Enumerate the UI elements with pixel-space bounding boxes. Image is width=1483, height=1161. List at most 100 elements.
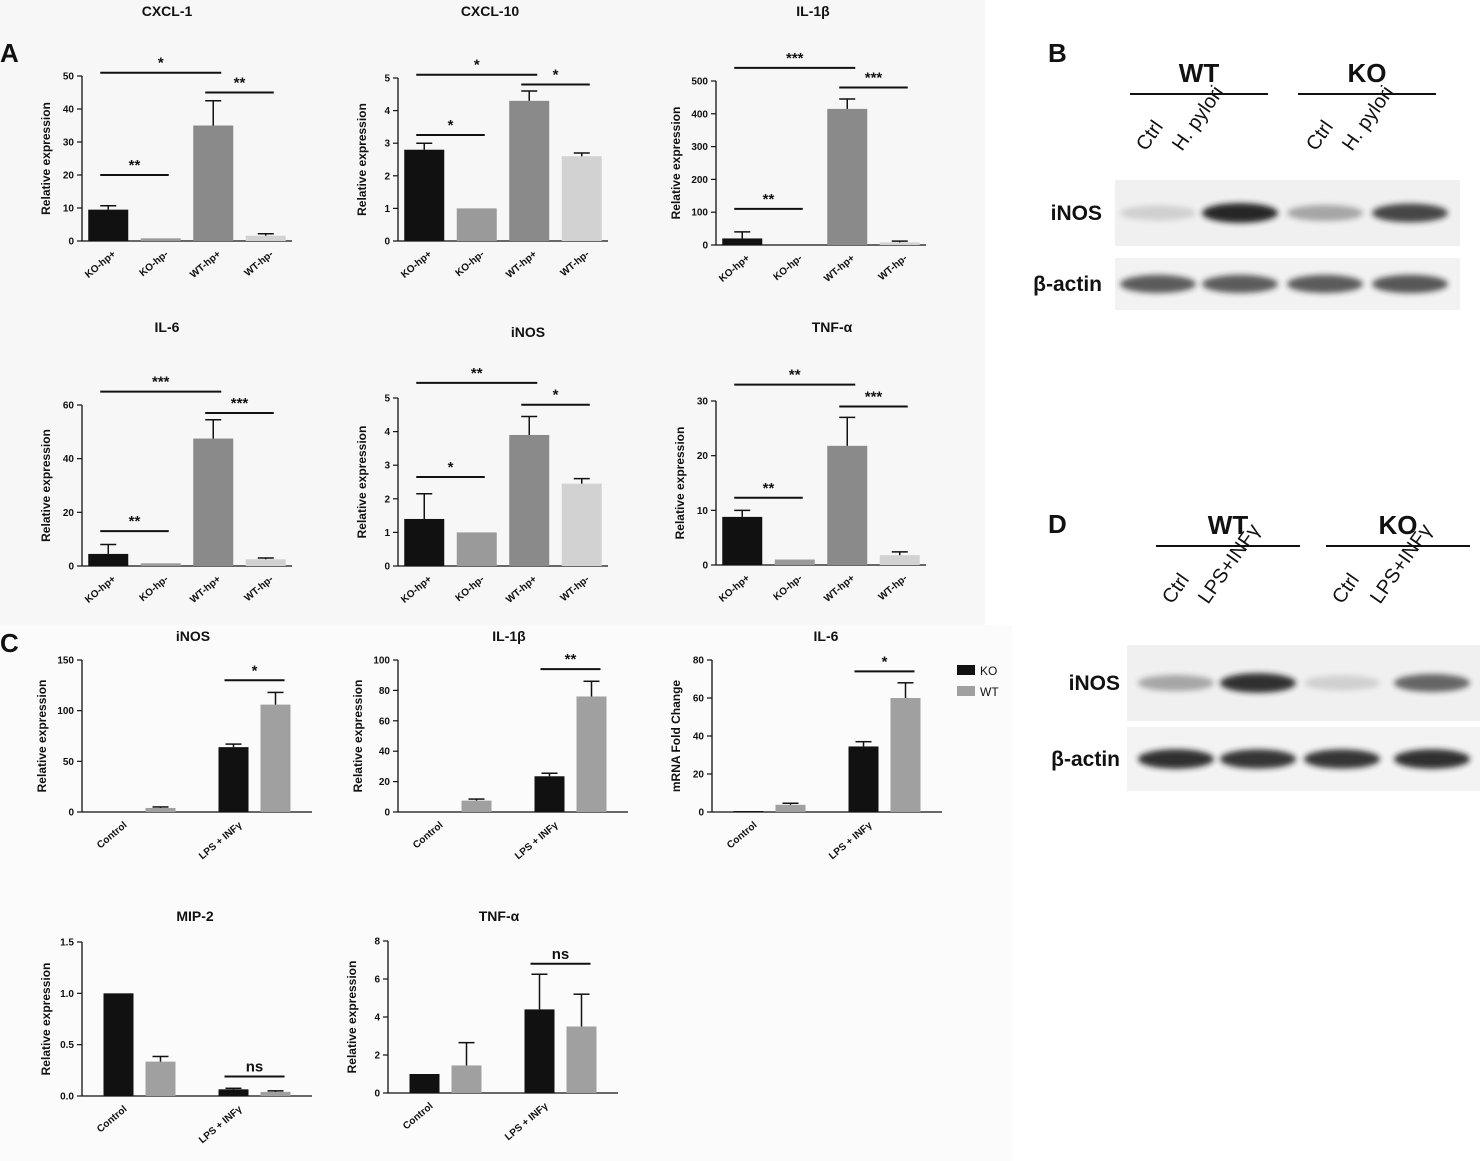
y-tick-label: 2 — [384, 171, 390, 182]
bar — [88, 553, 129, 566]
y-tick-label: 40 — [63, 454, 75, 465]
bar — [722, 238, 763, 245]
blot-band — [1138, 674, 1214, 692]
y-tick-label: 8 — [374, 937, 380, 948]
significance-label: *** — [152, 374, 170, 391]
bar-ko — [409, 1074, 440, 1093]
bar-wt — [260, 704, 291, 812]
y-tick-label: 1 — [384, 204, 390, 215]
chart-title: IL-6 — [814, 628, 839, 644]
y-tick-label: 100 — [691, 208, 708, 219]
significance-label: *** — [865, 70, 883, 87]
panel-label-c: C — [0, 628, 19, 658]
y-axis-label: Relative expression — [355, 426, 369, 539]
significance-label: ** — [763, 480, 775, 497]
chart-title: iNOS — [176, 628, 210, 644]
y-tick-label: 5 — [384, 74, 390, 85]
y-tick-label: 4 — [384, 106, 390, 117]
y-tick-label: 40 — [379, 747, 391, 758]
y-tick-label: 60 — [63, 401, 75, 412]
y-axis-label: Relative expression — [345, 961, 359, 1074]
chart-title: TNF-α — [479, 908, 520, 924]
bar-ko — [848, 746, 879, 812]
significance-label: * — [882, 653, 888, 670]
y-tick-label: 100 — [57, 706, 74, 717]
y-axis-label: Relative expression — [669, 107, 683, 220]
bar — [193, 125, 234, 241]
blot-band — [1304, 675, 1380, 691]
significance-label: * — [252, 662, 258, 679]
bar-ko — [103, 993, 134, 1096]
blot-band — [1372, 274, 1448, 294]
y-tick-label: 0 — [384, 808, 390, 819]
chart-title: MIP-2 — [176, 908, 214, 924]
significance-label: ** — [471, 365, 483, 382]
bar — [88, 209, 129, 241]
blot-band — [1287, 274, 1363, 294]
y-tick-label: 60 — [693, 694, 705, 705]
y-axis-label: Relative expression — [39, 102, 53, 215]
blot-band — [1372, 203, 1448, 223]
panel-label-a: A — [0, 38, 19, 68]
panel-label-d: D — [1048, 509, 1067, 539]
significance-label: ** — [763, 191, 775, 208]
bar — [140, 238, 181, 241]
y-tick-label: 80 — [379, 686, 391, 697]
bar-ko — [524, 1009, 555, 1093]
y-tick-label: 1.0 — [60, 989, 74, 1000]
bar — [879, 242, 920, 245]
significance-label: ** — [129, 513, 141, 530]
chart-title: TNF-α — [812, 319, 853, 335]
y-axis-label: Relative expression — [351, 680, 365, 793]
y-tick-label: 0 — [374, 1089, 380, 1100]
y-tick-label: 4 — [374, 1013, 380, 1024]
bar-wt — [461, 800, 492, 812]
y-tick-label: 20 — [379, 777, 391, 788]
legend-swatch-ko — [957, 665, 975, 675]
y-tick-label: 300 — [691, 142, 708, 153]
y-axis-label: Relative expression — [39, 963, 53, 1076]
y-tick-label: 200 — [691, 175, 708, 186]
chart-title: IL-1β — [492, 628, 526, 644]
y-tick-label: 500 — [691, 77, 708, 88]
blot-group-label: WT — [1208, 510, 1249, 540]
legend-label-wt: WT — [980, 685, 999, 699]
blot-band — [1220, 749, 1296, 769]
bar — [456, 208, 497, 241]
bar — [561, 156, 602, 241]
bar-wt — [260, 1091, 291, 1096]
significance-label: *** — [231, 395, 249, 412]
blot-band — [1394, 749, 1470, 769]
y-tick-label: 0 — [702, 241, 708, 252]
bar-wt — [775, 804, 806, 812]
y-tick-label: 40 — [63, 105, 75, 116]
bar-wt — [576, 696, 607, 812]
significance-label: * — [158, 55, 164, 72]
significance-label: * — [448, 459, 454, 476]
blot-band — [1287, 204, 1363, 222]
chart-title: iNOS — [511, 324, 545, 340]
y-tick-label: 40 — [693, 732, 705, 743]
y-tick-label: 50 — [63, 72, 75, 83]
bar-wt — [890, 698, 921, 812]
significance-label: * — [474, 57, 480, 74]
significance-label: ** — [565, 651, 577, 668]
blot-group-label: WT — [1179, 58, 1220, 88]
y-tick-label: 1 — [384, 528, 390, 539]
bar-ko — [733, 811, 764, 812]
y-tick-label: 0 — [702, 561, 708, 572]
y-tick-label: 4 — [384, 427, 390, 438]
y-axis-label: Relative expression — [35, 680, 49, 793]
bar-wt — [451, 1065, 482, 1093]
y-tick-label: 20 — [693, 770, 705, 781]
bar — [774, 559, 815, 565]
bar — [879, 555, 920, 565]
chart-title: IL-6 — [155, 319, 180, 335]
significance-label: * — [553, 67, 559, 84]
bar — [193, 438, 234, 566]
bar — [722, 516, 763, 565]
bar — [827, 445, 868, 565]
bar — [140, 563, 181, 566]
